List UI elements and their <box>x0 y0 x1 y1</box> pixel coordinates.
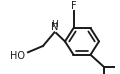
Text: H: H <box>52 20 58 29</box>
Text: N: N <box>51 22 59 32</box>
Text: HO: HO <box>10 51 25 61</box>
Text: F: F <box>71 1 76 11</box>
